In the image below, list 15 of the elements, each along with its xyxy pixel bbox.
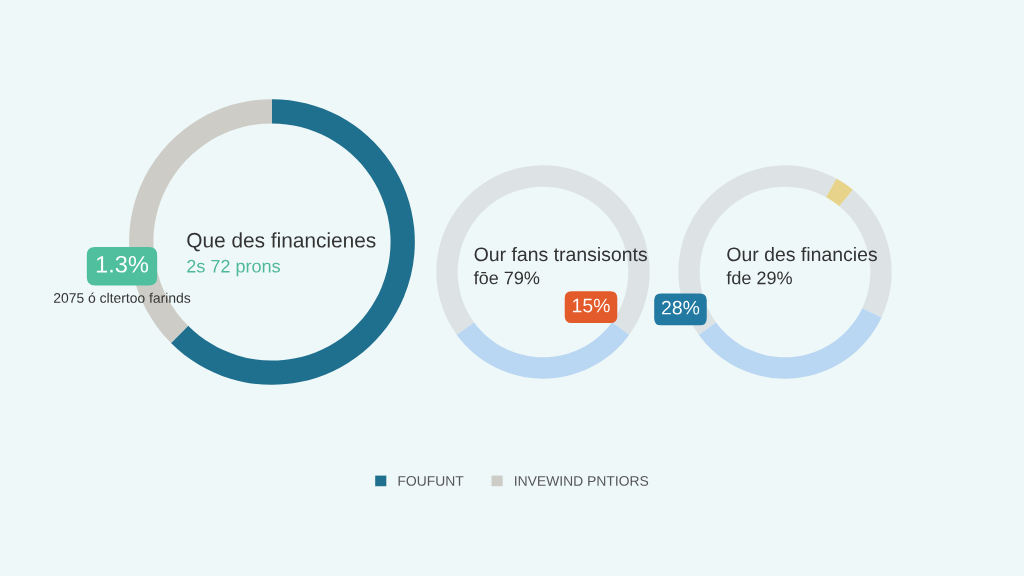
text: 28% bbox=[661, 300, 700, 315]
text: fde 29% bbox=[726, 271, 792, 285]
text: fōe 79% bbox=[473, 271, 540, 285]
legend-label: FOUFUNT bbox=[398, 476, 464, 486]
donut-slice bbox=[698, 308, 882, 379]
donut-slice bbox=[456, 322, 630, 379]
text: Our des financies bbox=[727, 246, 877, 262]
text: Our fans transisonts bbox=[474, 246, 647, 262]
text: 1.3% bbox=[96, 255, 149, 273]
text: Que des financienes bbox=[187, 232, 376, 252]
donut-slice bbox=[826, 178, 853, 207]
legend-label: INVEWIND PNTIORS bbox=[515, 476, 649, 486]
text: 15% bbox=[573, 298, 610, 313]
text: 2075 ó cltertoo farinds bbox=[53, 292, 191, 303]
text: 2s 72 prons bbox=[187, 259, 280, 277]
